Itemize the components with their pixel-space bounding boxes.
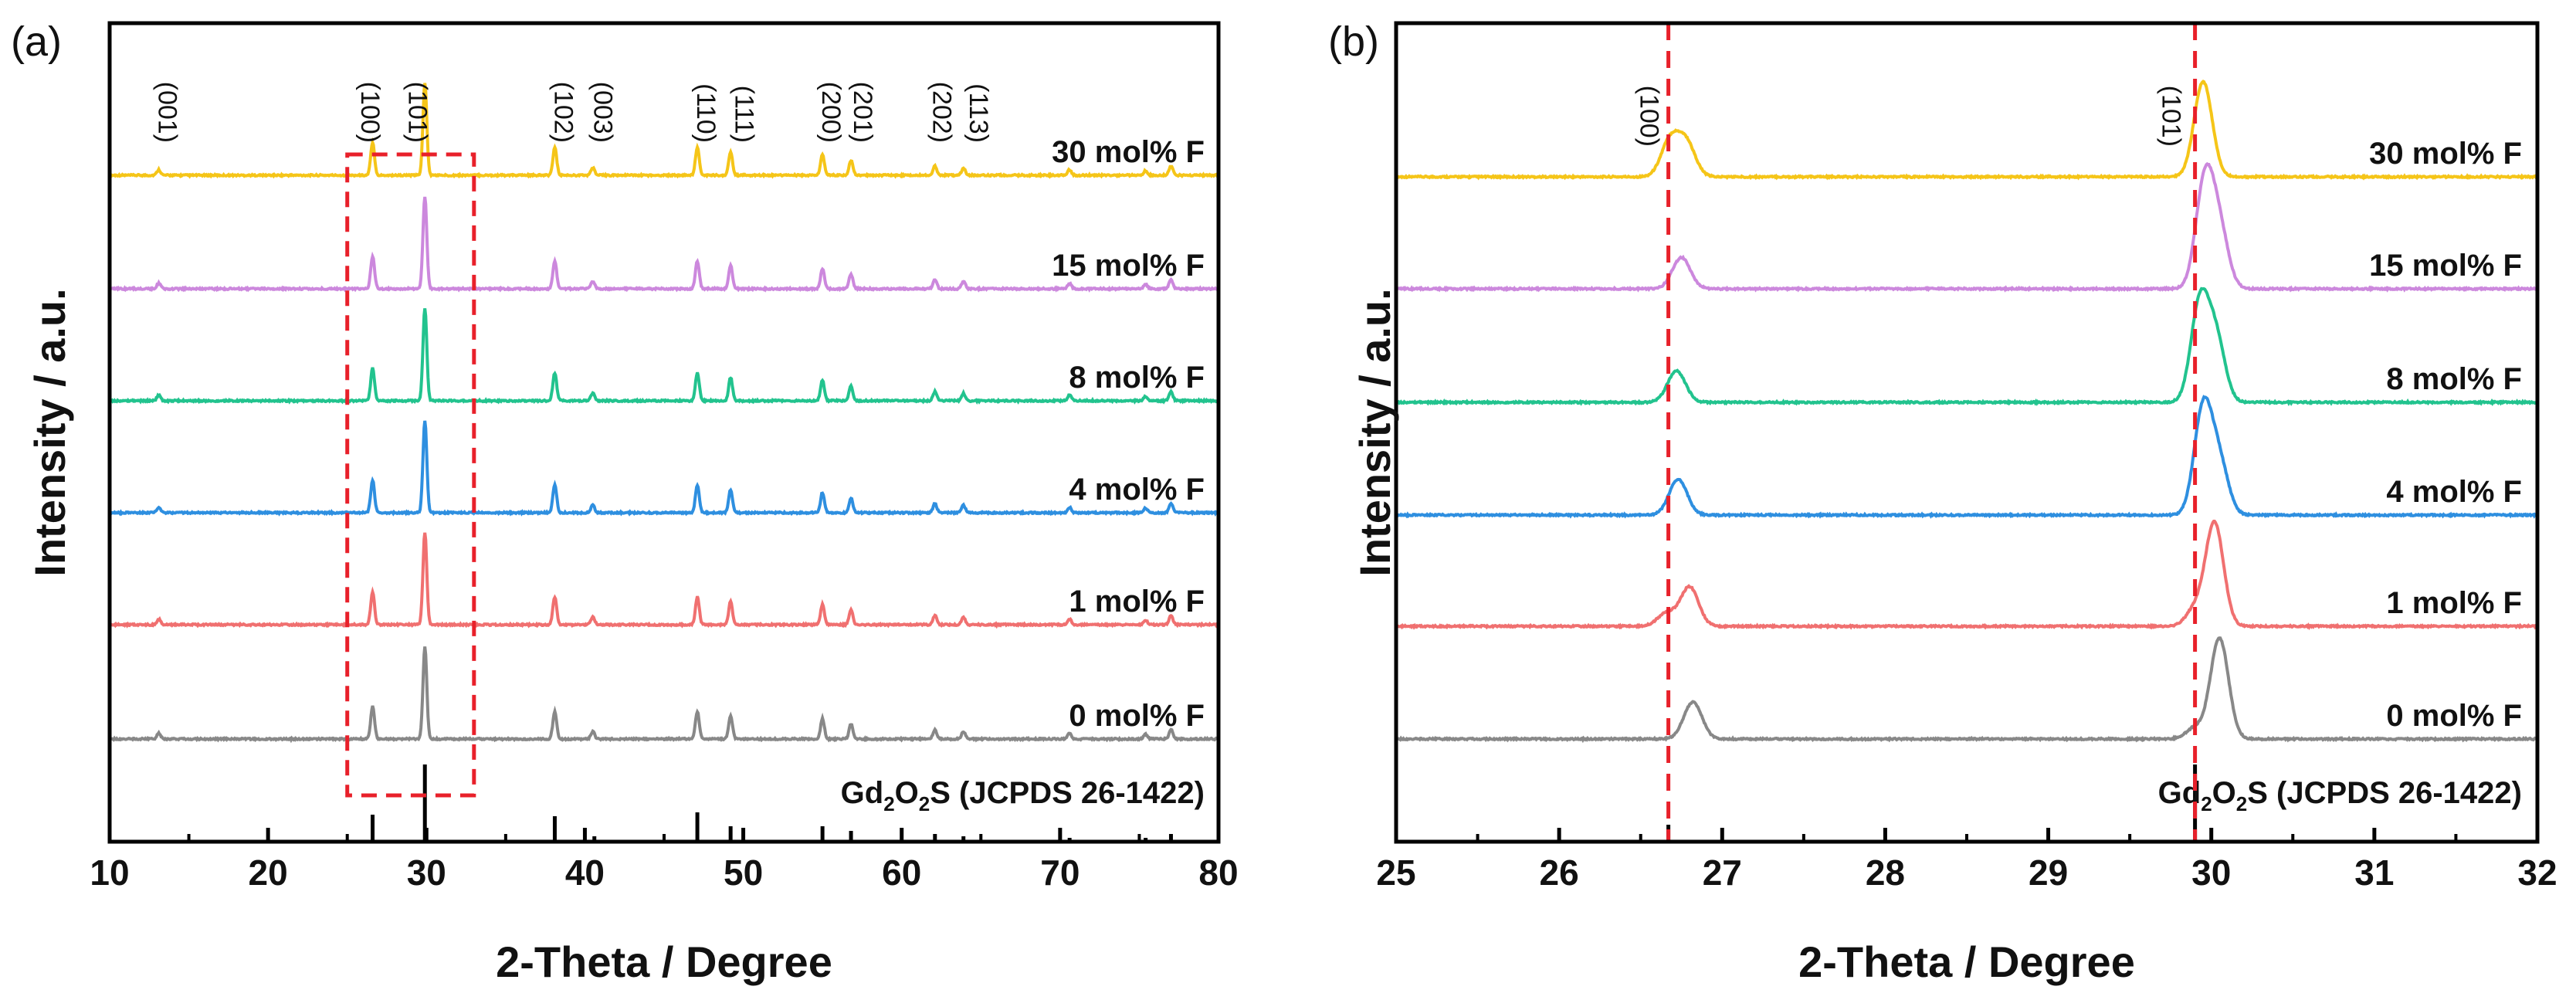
reference-label-part: 2 (2201, 792, 2212, 815)
series-line-3 (108, 420, 1219, 517)
x-tick-label-7: 32 (2517, 853, 2557, 893)
x-tick-label-3: 40 (565, 853, 605, 893)
series-label-0: 30 mol% F (1052, 135, 1205, 169)
reference-label-part: S (JCPDS 26-1422) (930, 776, 1205, 810)
x-tick-label-7: 80 (1198, 853, 1238, 893)
x-tick-label-0: 10 (90, 853, 129, 893)
hkl-label-3: (102) (548, 82, 578, 143)
hkl-label-10: (113) (964, 83, 993, 143)
hkl-label-4: (003) (588, 82, 618, 143)
hkl-label-1: (101) (2156, 86, 2185, 147)
hkl-label-8: (201) (848, 82, 877, 143)
y-axis-title: Intensity / a.u. (25, 288, 74, 576)
x-tick-label-2: 27 (1703, 853, 1742, 893)
series-line-0 (1395, 80, 2538, 181)
x-tick-label-6: 31 (2354, 853, 2394, 893)
series-label-1: 15 mol% F (1052, 249, 1205, 283)
series-label-2: 8 mol% F (1069, 361, 1205, 395)
x-tick-label-5: 30 (2191, 853, 2231, 893)
series-line-2 (1395, 286, 2539, 406)
hkl-label-1: (100) (355, 82, 385, 143)
panel-label: (b) (1328, 19, 1379, 65)
x-axis-title: 2-Theta / Degree (1798, 937, 2135, 986)
hkl-label-6: (111) (729, 86, 758, 143)
x-tick-label-6: 70 (1040, 853, 1080, 893)
panel-label: (a) (11, 19, 62, 65)
series-label-3: 4 mol% F (2386, 475, 2522, 509)
x-axis-title: 2-Theta / Degree (496, 937, 832, 986)
series-label-5: 0 mol% F (1069, 699, 1205, 733)
x-tick-label-2: 30 (407, 853, 446, 893)
series-line-4 (108, 532, 1220, 629)
reference-label-part: O (2212, 776, 2236, 810)
hkl-label-2: (101) (403, 82, 432, 143)
series-line-2 (109, 308, 1220, 405)
plot-frame (1394, 21, 2540, 844)
series-label-5: 0 mol% F (2386, 699, 2522, 733)
panel-a: 30 mol% F 15 mol% F 8 mol% F 4 mol% F 1 mol%… (11, 19, 1239, 986)
x-tick-label-1: 26 (1540, 853, 1579, 893)
x-tick-label-4: 29 (2029, 853, 2068, 893)
series-line-1 (1395, 161, 2539, 293)
reference-label: Gd2O2S (JCPDS 26-1422) (2158, 776, 2522, 815)
series-line-0 (108, 83, 1219, 179)
reference-label-part: 2 (883, 792, 894, 815)
series-label-3: 4 mol% F (1069, 473, 1205, 507)
hkl-label-7: (200) (816, 82, 846, 143)
series-line-1 (109, 196, 1220, 293)
series-line-5 (110, 646, 1219, 744)
reference-label-part: Gd (841, 776, 884, 810)
series-label-2: 8 mol% F (2386, 362, 2522, 396)
series-line-3 (1395, 395, 2538, 519)
reference-label: Gd2O2S (JCPDS 26-1422) (841, 776, 1205, 815)
series-label-1: 15 mol% F (2369, 249, 2522, 283)
panel-b: 30 mol% F 15 mol% F 8 mol% F 4 mol% F 1 mol%… (1328, 19, 2557, 986)
x-tick-label-3: 28 (1866, 853, 1905, 893)
x-tick-label-0: 25 (1376, 853, 1415, 893)
reference-label-part: S (JCPDS 26-1422) (2247, 776, 2522, 810)
series-line-5 (1396, 636, 2538, 744)
reference-label-part: 2 (919, 792, 930, 815)
x-tick-label-4: 50 (724, 853, 763, 893)
highlight-box (345, 152, 476, 798)
hkl-label-0: (001) (153, 82, 182, 143)
reference-label-part: O (895, 776, 919, 810)
y-axis-title: Intensity / a.u. (1351, 288, 1399, 576)
series-line-4 (1395, 520, 2539, 631)
hkl-label-0: (100) (1635, 86, 1664, 147)
series-label-4: 1 mol% F (2386, 586, 2522, 620)
hkl-label-5: (110) (691, 83, 720, 143)
x-tick-label-5: 60 (882, 853, 921, 893)
reference-label-part: 2 (2236, 792, 2247, 815)
x-tick-label-1: 20 (249, 853, 288, 893)
hkl-label-9: (202) (927, 82, 957, 143)
series-label-4: 1 mol% F (1069, 585, 1205, 619)
series-label-0: 30 mol% F (2369, 137, 2522, 171)
